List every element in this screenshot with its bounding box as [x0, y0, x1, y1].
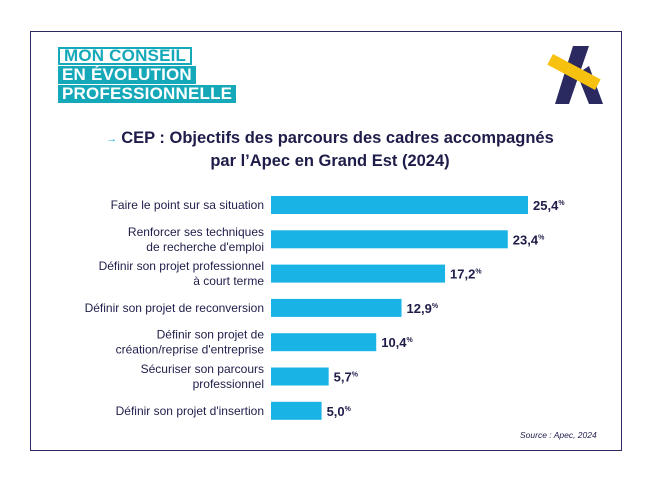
value-label: 10,4% — [381, 335, 413, 350]
category-label: Renforcer ses techniques — [128, 225, 264, 239]
category-label: création/reprise d'entreprise — [116, 343, 265, 357]
bar — [271, 298, 402, 317]
bar — [271, 401, 322, 420]
badge-line-3: PROFESSIONNELLE — [58, 85, 237, 103]
bar — [271, 230, 508, 249]
title-arrow-icon: → — [106, 132, 118, 145]
chart-title: → CEP : Objectifs des parcours des cadres… — [80, 127, 580, 172]
value-label: 12,9% — [407, 301, 439, 316]
value-label: 5,0% — [327, 404, 352, 419]
category-label: Faire le point sur sa situation — [111, 198, 264, 212]
category-label: Définir son projet de — [157, 328, 265, 342]
category-label: professionnel — [193, 377, 264, 391]
badge-line-2: EN ÉVOLUTION — [58, 66, 196, 84]
category-label: Définir son projet professionnel — [99, 259, 264, 273]
category-label: à court terme — [193, 274, 264, 288]
badge-line-1: MON CONSEIL — [58, 47, 193, 65]
value-label: 5,7% — [334, 370, 359, 385]
chart-frame — [30, 31, 622, 451]
category-label: Définir son projet d'insertion — [116, 404, 264, 418]
value-label: 23,4% — [513, 232, 545, 247]
title-line-2: par l’Apec en Grand Est (2024) — [210, 151, 450, 170]
apec-logo-icon — [547, 46, 603, 104]
bar — [271, 196, 528, 214]
bar — [271, 264, 446, 283]
value-label: 17,2% — [450, 267, 482, 282]
bar — [271, 333, 377, 352]
category-label: Sécuriser son parcours — [141, 362, 264, 376]
program-badge: MON CONSEIL EN ÉVOLUTION PROFESSIONNELLE — [58, 47, 237, 104]
value-label: 25,4% — [533, 198, 565, 213]
category-label: Définir son projet de reconversion — [85, 301, 264, 315]
category-label: de recherche d'emploi — [146, 240, 264, 254]
source-note: Source : Apec, 2024 — [520, 430, 597, 440]
bar — [271, 367, 329, 386]
title-line-1: CEP : Objectifs des parcours des cadres … — [121, 129, 554, 147]
